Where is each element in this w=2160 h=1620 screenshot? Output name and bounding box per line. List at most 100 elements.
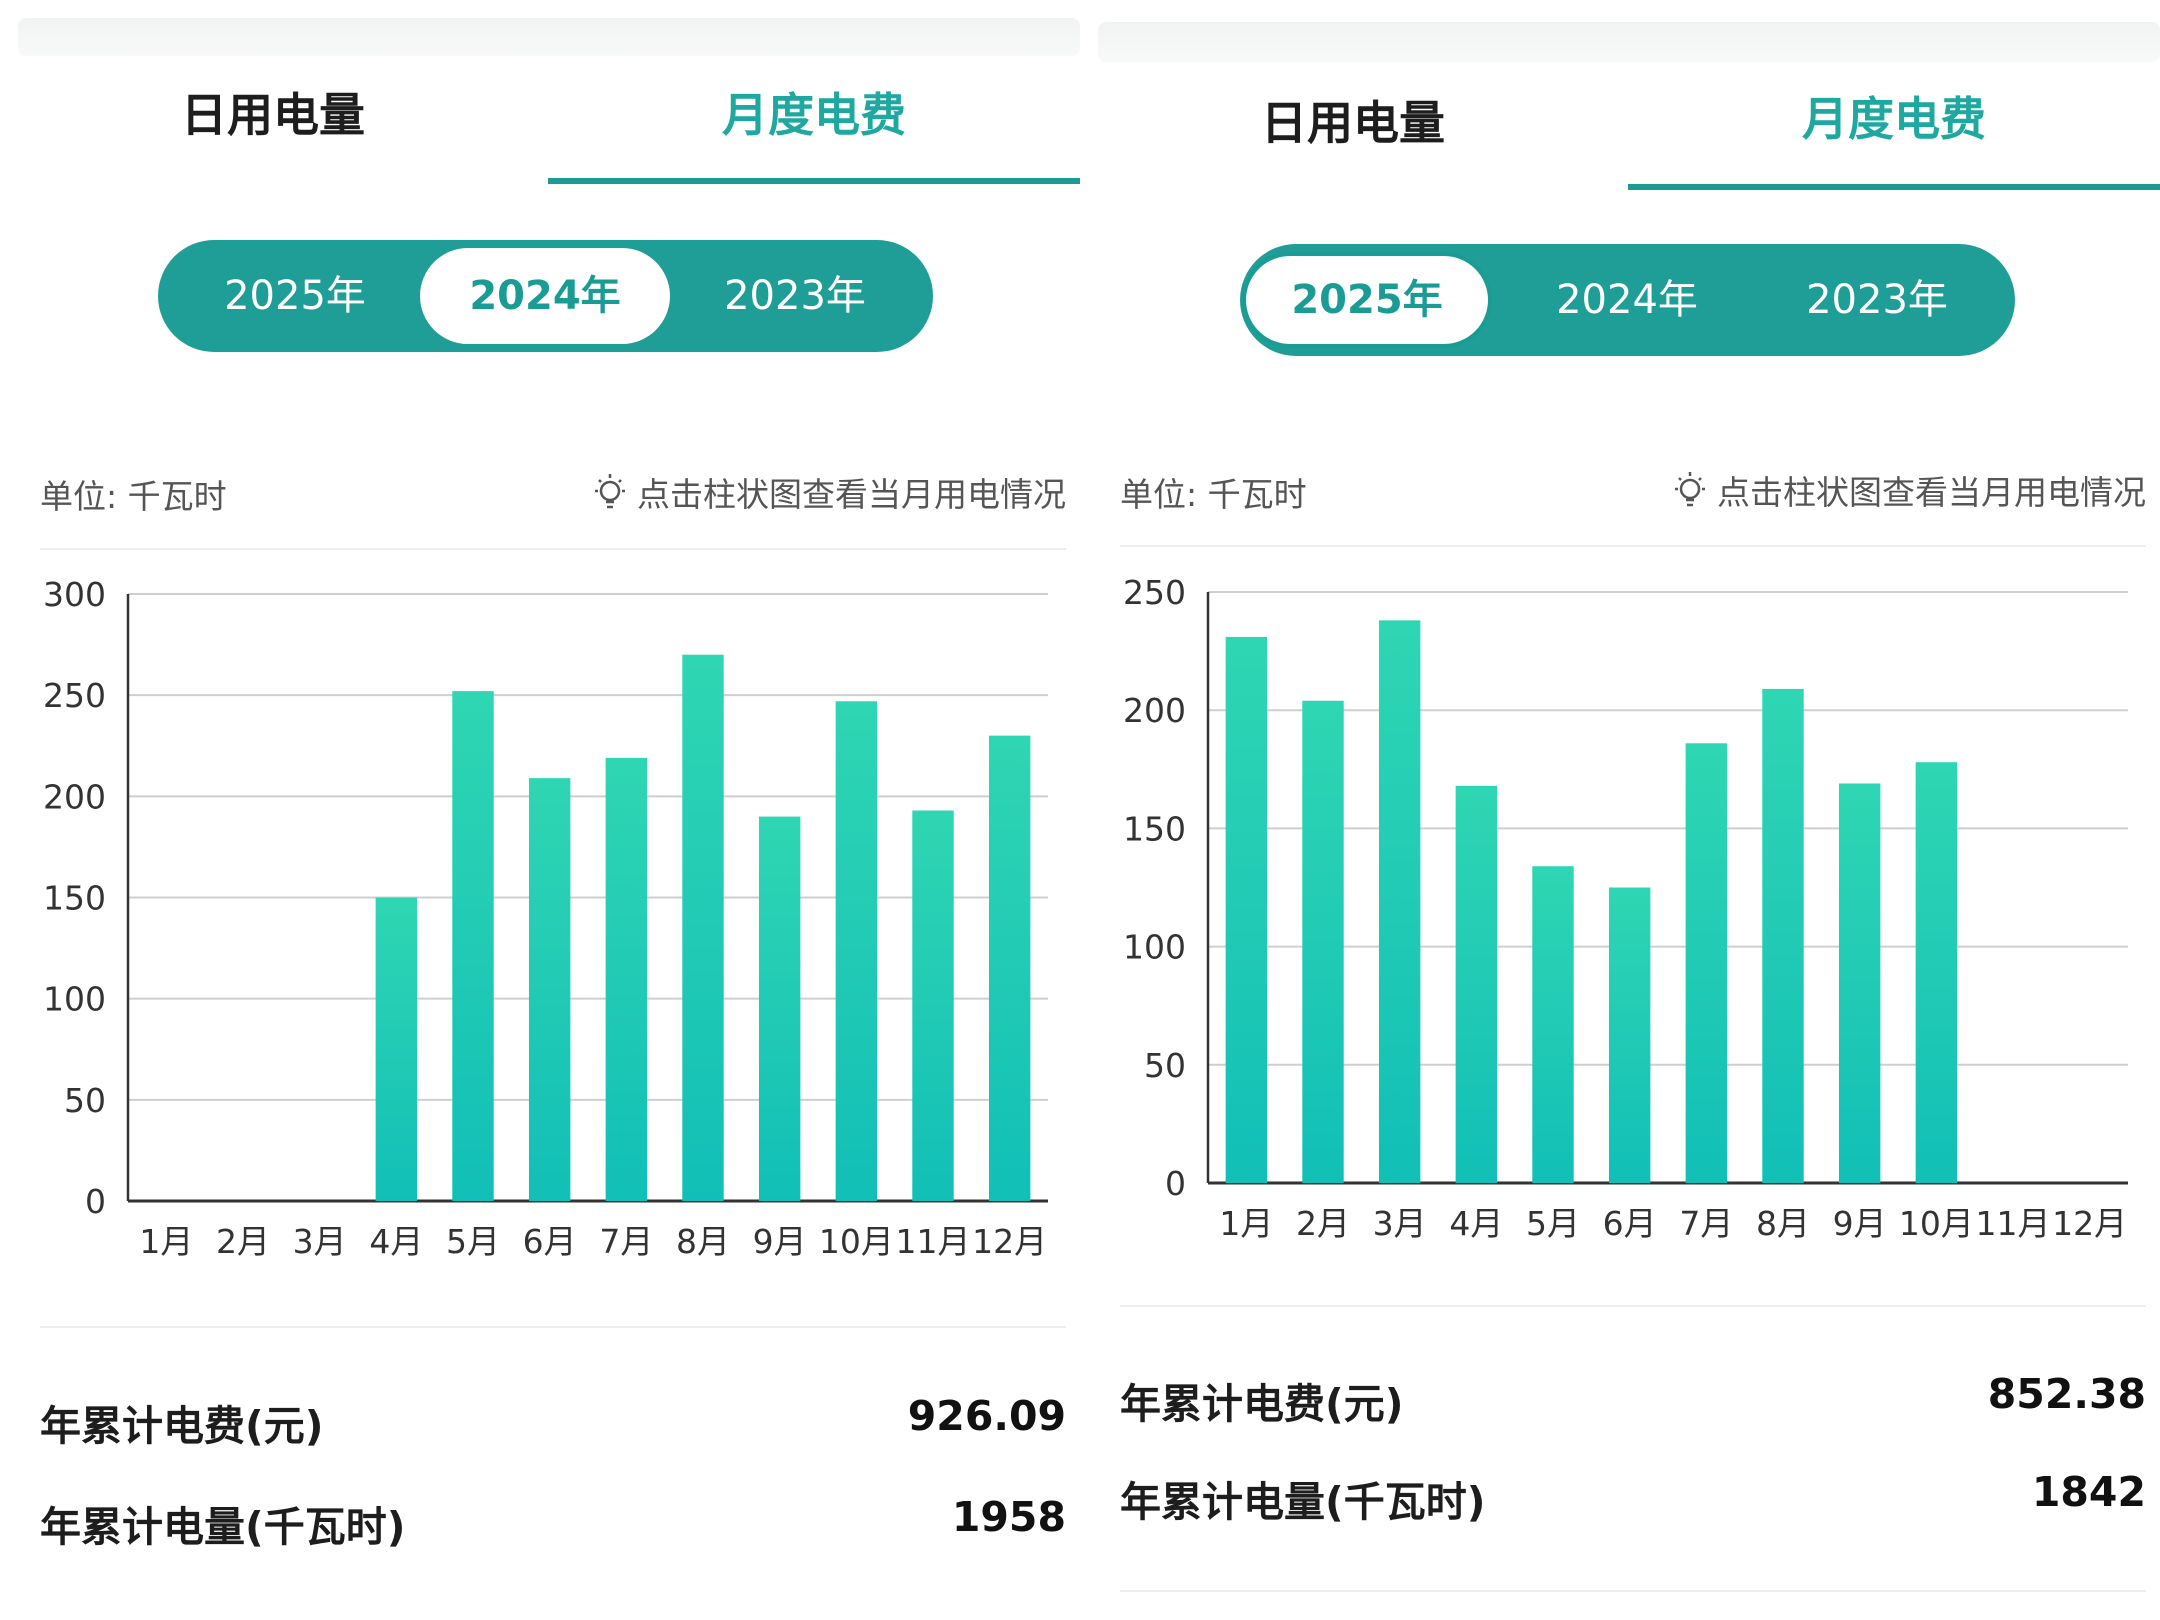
panel-right: 日用电量 月度电费 2025年 2024年 2023年 单位: 千瓦时 点击柱状… bbox=[1098, 0, 2160, 1620]
chart-hint: 点击柱状图查看当月用电情况 bbox=[1669, 466, 2146, 514]
top-status-strip bbox=[18, 18, 1080, 56]
year-button-2025[interactable]: 2025年 bbox=[224, 273, 366, 319]
divider bbox=[1120, 1305, 2146, 1307]
x-tick-label: 2月 bbox=[216, 1222, 270, 1260]
y-tick-label: 50 bbox=[64, 1081, 106, 1120]
chart-hint: 点击柱状图查看当月用电情况 bbox=[589, 468, 1066, 516]
summary-fee-row: 年累计电费(元) 926.09 bbox=[40, 1392, 1066, 1462]
lightbulb-icon bbox=[595, 474, 625, 509]
bar-8[interactable] bbox=[1762, 688, 1804, 1183]
divider bbox=[40, 548, 1066, 550]
unit-label: 单位: 千瓦时 bbox=[1120, 475, 1307, 514]
chart-hint-text: 点击柱状图查看当月用电情况 bbox=[637, 475, 1066, 514]
divider bbox=[1120, 1590, 2146, 1592]
x-tick-label: 12月 bbox=[972, 1222, 1047, 1260]
bar-9[interactable] bbox=[1838, 783, 1881, 1183]
annual-fee-value: 926.09 bbox=[907, 1392, 1066, 1440]
bar-1[interactable] bbox=[1225, 636, 1268, 1183]
unit-label: 单位: 千瓦时 bbox=[40, 477, 227, 516]
x-tick-label: 1月 bbox=[1219, 1204, 1273, 1243]
y-tick-label: 150 bbox=[43, 879, 106, 918]
year-selector: 2025年 2024年 2023年 bbox=[1240, 244, 2015, 356]
bar-4[interactable] bbox=[375, 897, 418, 1202]
x-tick-label: 4月 bbox=[1449, 1204, 1503, 1243]
y-tick-label: 200 bbox=[43, 777, 106, 816]
tab-daily-usage[interactable]: 日用电量 bbox=[181, 88, 365, 142]
bar-10[interactable] bbox=[1915, 762, 1958, 1183]
x-tick-label: 10月 bbox=[819, 1222, 894, 1260]
bar-6[interactable] bbox=[528, 778, 571, 1201]
x-tick-label: 8月 bbox=[1756, 1204, 1810, 1243]
panel-left: 日用电量 月度电费 2025年 2024年 2023年 单位: 千瓦时 点击柱状… bbox=[18, 0, 1080, 1620]
annual-fee-label: 年累计电费(元) bbox=[40, 1402, 324, 1450]
y-tick-label: 100 bbox=[43, 980, 106, 1019]
bar-5[interactable] bbox=[452, 691, 494, 1201]
summary-fee-row: 年累计电费(元) 852.38 bbox=[1120, 1370, 2146, 1440]
lightbulb-icon bbox=[1675, 472, 1705, 507]
y-tick-label: 50 bbox=[1144, 1046, 1186, 1085]
y-tick-label: 0 bbox=[85, 1182, 106, 1221]
year-button-2023[interactable]: 2023年 bbox=[724, 273, 866, 319]
x-tick-label: 5月 bbox=[1526, 1204, 1580, 1243]
annual-energy-label: 年累计电量(千瓦时) bbox=[40, 1503, 406, 1551]
x-tick-label: 6月 bbox=[1603, 1204, 1657, 1243]
bar-4[interactable] bbox=[1455, 785, 1498, 1183]
x-tick-label: 5月 bbox=[446, 1222, 500, 1260]
x-tick-label: 7月 bbox=[599, 1222, 653, 1260]
y-tick-label: 200 bbox=[1123, 691, 1186, 730]
y-tick-label: 0 bbox=[1165, 1164, 1186, 1203]
x-tick-label: 2月 bbox=[1296, 1204, 1350, 1243]
y-tick-label: 100 bbox=[1123, 928, 1186, 967]
x-tick-label: 4月 bbox=[369, 1222, 423, 1260]
x-tick-label: 3月 bbox=[293, 1222, 347, 1260]
divider bbox=[1120, 545, 2146, 547]
tab-active-indicator bbox=[1628, 184, 2160, 190]
x-tick-label: 12月 bbox=[2052, 1204, 2127, 1243]
year-button-2023[interactable]: 2023年 bbox=[1806, 277, 1948, 323]
x-tick-label: 3月 bbox=[1373, 1204, 1427, 1243]
tab-active-indicator bbox=[548, 178, 1080, 184]
x-tick-label: 9月 bbox=[753, 1222, 807, 1260]
bar-12[interactable] bbox=[988, 735, 1031, 1201]
year-selector: 2025年 2024年 2023年 bbox=[158, 240, 933, 352]
x-tick-label: 9月 bbox=[1833, 1204, 1887, 1243]
top-status-strip bbox=[1098, 22, 2160, 62]
x-tick-label: 10月 bbox=[1899, 1204, 1974, 1243]
y-tick-label: 300 bbox=[43, 575, 106, 614]
bar-9[interactable] bbox=[758, 816, 801, 1201]
year-button-2024[interactable]: 2024年 bbox=[1556, 277, 1698, 323]
y-tick-label: 150 bbox=[1123, 809, 1186, 848]
bar-3[interactable] bbox=[1378, 620, 1421, 1183]
summary-energy-row: 年累计电量(千瓦时) 1958 bbox=[40, 1493, 1066, 1563]
year-button-2024[interactable]: 2024年 bbox=[420, 248, 670, 344]
tab-monthly-fee[interactable]: 月度电费 bbox=[722, 88, 906, 142]
bar-6[interactable] bbox=[1608, 887, 1651, 1184]
annual-fee-value: 852.38 bbox=[1987, 1370, 2146, 1418]
tab-monthly-fee[interactable]: 月度电费 bbox=[1802, 92, 1986, 146]
bar-7[interactable] bbox=[605, 757, 648, 1201]
x-tick-label: 7月 bbox=[1679, 1204, 1733, 1243]
y-tick-label: 250 bbox=[43, 676, 106, 715]
x-tick-label: 1月 bbox=[139, 1222, 193, 1260]
summary-energy-row: 年累计电量(千瓦时) 1842 bbox=[1120, 1468, 2146, 1538]
annual-energy-label: 年累计电量(千瓦时) bbox=[1120, 1478, 1486, 1526]
x-tick-label: 11月 bbox=[896, 1222, 971, 1260]
x-tick-label: 6月 bbox=[523, 1222, 577, 1260]
bar-7[interactable] bbox=[1685, 743, 1728, 1183]
tab-daily-usage[interactable]: 日用电量 bbox=[1261, 96, 1445, 150]
bar-8[interactable] bbox=[682, 654, 724, 1201]
bar-10[interactable] bbox=[835, 701, 878, 1201]
divider bbox=[40, 1326, 1066, 1328]
x-tick-label: 8月 bbox=[676, 1222, 730, 1260]
bar-2[interactable] bbox=[1302, 700, 1344, 1183]
bar-11[interactable] bbox=[912, 810, 954, 1201]
annual-fee-label: 年累计电费(元) bbox=[1120, 1380, 1404, 1428]
annual-energy-value: 1958 bbox=[951, 1493, 1066, 1541]
year-button-2025[interactable]: 2025年 bbox=[1242, 252, 1492, 348]
x-tick-label: 11月 bbox=[1976, 1204, 2051, 1243]
y-tick-label: 250 bbox=[1123, 573, 1186, 612]
bar-5[interactable] bbox=[1532, 866, 1574, 1183]
annual-energy-value: 1842 bbox=[2031, 1468, 2146, 1516]
bar-chart: 0 50 100 150 200 250 1月 2月 3月 4月 5月 6月 7月 8月 9月 10月 11月 1… bbox=[1123, 573, 2128, 1243]
